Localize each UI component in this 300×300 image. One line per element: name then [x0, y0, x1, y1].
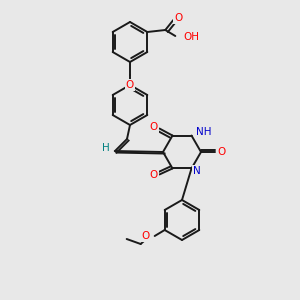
Text: O: O: [217, 147, 225, 157]
Text: O: O: [149, 170, 158, 181]
Text: NH: NH: [196, 127, 211, 136]
Text: O: O: [141, 231, 150, 241]
Text: O: O: [174, 13, 182, 23]
Text: O: O: [149, 122, 158, 131]
Text: N: N: [193, 167, 200, 176]
Text: O: O: [126, 80, 134, 90]
Text: H: H: [102, 143, 110, 153]
Text: OH: OH: [183, 32, 199, 42]
